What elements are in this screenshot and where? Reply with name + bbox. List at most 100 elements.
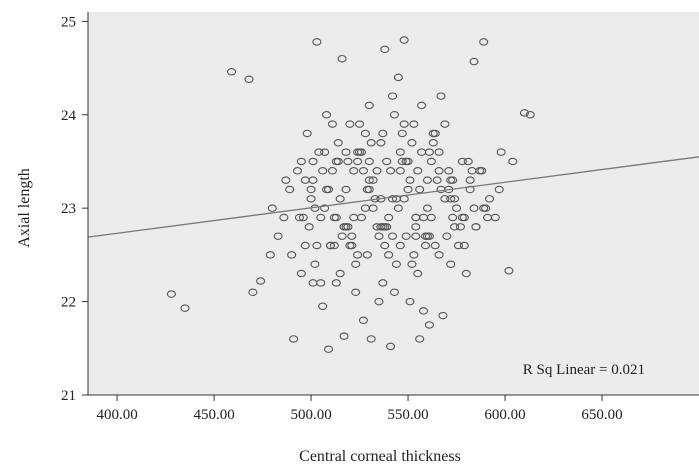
data-point	[320, 148, 330, 156]
x-tick-label: 450.00	[193, 407, 234, 423]
data-point	[378, 129, 388, 138]
data-point	[312, 38, 322, 46]
data-point	[362, 251, 372, 259]
y-tick-label: 21	[61, 388, 76, 404]
data-point	[395, 241, 405, 250]
data-point	[444, 167, 454, 175]
data-point	[331, 213, 341, 222]
data-point	[364, 101, 374, 110]
data-point	[349, 167, 359, 175]
data-point	[368, 176, 378, 184]
data-point	[504, 267, 514, 275]
x-tick-label: 550.00	[387, 407, 428, 423]
data-point	[341, 223, 351, 231]
data-point	[285, 185, 295, 194]
data-point	[415, 185, 425, 194]
data-point	[417, 101, 427, 110]
data-point	[380, 241, 390, 250]
data-point	[422, 204, 432, 212]
data-point	[459, 241, 469, 250]
data-point	[248, 288, 258, 296]
data-point	[341, 185, 351, 194]
data-point	[494, 185, 504, 194]
data-point	[450, 223, 460, 231]
data-point	[374, 232, 384, 240]
data-point	[349, 213, 359, 222]
data-point	[382, 157, 392, 166]
data-point	[364, 176, 374, 184]
x-tick-group: 400.00 450.00 500.00 550.00 600.00 650.00	[96, 395, 623, 423]
data-point	[298, 213, 308, 222]
data-point	[273, 232, 283, 240]
data-point	[450, 195, 460, 203]
data-point	[483, 213, 493, 222]
data-point	[289, 335, 299, 343]
data-point	[327, 120, 337, 128]
data-point	[457, 157, 467, 166]
data-point	[343, 157, 353, 166]
data-point	[372, 167, 382, 175]
data-point	[426, 157, 436, 166]
data-point	[479, 38, 489, 46]
data-point	[397, 129, 407, 138]
data-point	[308, 157, 318, 166]
data-point	[294, 213, 304, 222]
data-point	[424, 148, 434, 156]
data-point	[395, 167, 405, 175]
data-point	[395, 148, 405, 156]
data-point	[413, 167, 423, 175]
data-point	[322, 111, 332, 119]
data-point	[292, 167, 303, 175]
data-point	[393, 73, 403, 82]
data-point	[316, 213, 326, 222]
data-point	[335, 269, 345, 278]
data-point	[424, 321, 434, 329]
data-point	[387, 232, 398, 240]
x-tick-label: 400.00	[96, 407, 137, 423]
data-point	[455, 223, 465, 231]
data-point	[401, 232, 411, 240]
data-point	[448, 213, 458, 222]
data-point	[422, 176, 432, 184]
data-point	[508, 157, 518, 166]
data-point	[318, 302, 328, 311]
data-point	[384, 251, 394, 259]
point-layer	[166, 36, 535, 353]
data-point	[525, 111, 535, 119]
data-point	[355, 148, 365, 156]
data-point	[345, 241, 355, 250]
y-tick-label: 23	[61, 201, 76, 217]
data-point	[281, 176, 291, 184]
data-point	[374, 297, 384, 306]
data-point	[322, 185, 332, 194]
data-point	[481, 204, 491, 212]
data-point	[440, 195, 450, 203]
data-point	[323, 345, 334, 353]
data-point	[409, 120, 419, 128]
data-point	[366, 139, 376, 147]
data-point	[279, 213, 289, 222]
data-point	[436, 92, 446, 100]
data-point	[353, 251, 363, 259]
data-point	[337, 232, 347, 240]
data-point	[424, 232, 434, 240]
data-point	[389, 111, 400, 119]
x-axis-label: Central corneal thickness	[299, 448, 461, 465]
data-point	[411, 213, 421, 222]
data-point	[401, 157, 411, 166]
data-point	[419, 307, 429, 315]
data-point	[226, 68, 237, 76]
data-point	[267, 204, 277, 212]
data-point	[337, 54, 347, 63]
data-point	[166, 290, 176, 298]
data-point	[387, 195, 398, 203]
data-point	[399, 36, 409, 44]
data-point	[306, 195, 316, 203]
data-point	[256, 277, 266, 285]
data-point	[339, 332, 349, 340]
data-point	[306, 185, 316, 194]
fit-line	[87, 156, 699, 238]
data-point	[407, 260, 417, 268]
data-point	[405, 297, 415, 306]
